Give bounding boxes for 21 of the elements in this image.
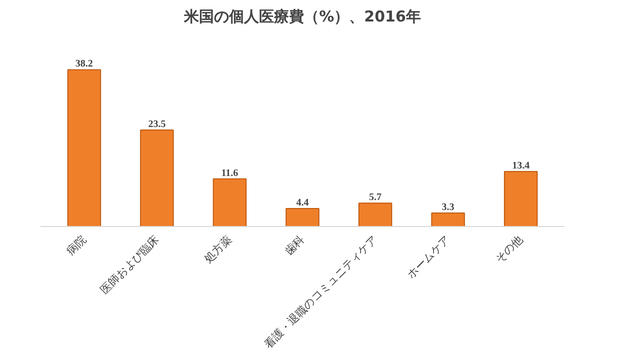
chart-title: 米国の個人医療費（%）、2016年 xyxy=(183,8,421,26)
bar xyxy=(140,130,174,226)
data-label: 4.4 xyxy=(296,197,309,208)
x-tick-label: ホームケア xyxy=(404,232,453,281)
data-label: 13.4 xyxy=(512,160,530,172)
data-label: 38.2 xyxy=(75,58,93,70)
x-tick-label: その他 xyxy=(492,232,526,266)
bar xyxy=(504,170,538,226)
data-label: 3.3 xyxy=(442,202,454,213)
bar xyxy=(67,69,102,226)
x-tick-label: 処方薬 xyxy=(202,232,234,266)
data-label: 11.6 xyxy=(221,168,238,179)
bar xyxy=(212,178,247,226)
data-label: 23.5 xyxy=(148,119,166,130)
bar xyxy=(286,208,320,226)
x-tick-label: 歯科 xyxy=(282,232,308,258)
bar xyxy=(358,202,392,226)
data-label: 5.7 xyxy=(369,192,382,204)
x-tick-label: 病院 xyxy=(64,232,89,258)
x-tick-label: 医師および臨床 xyxy=(98,232,162,297)
bar xyxy=(431,212,465,226)
